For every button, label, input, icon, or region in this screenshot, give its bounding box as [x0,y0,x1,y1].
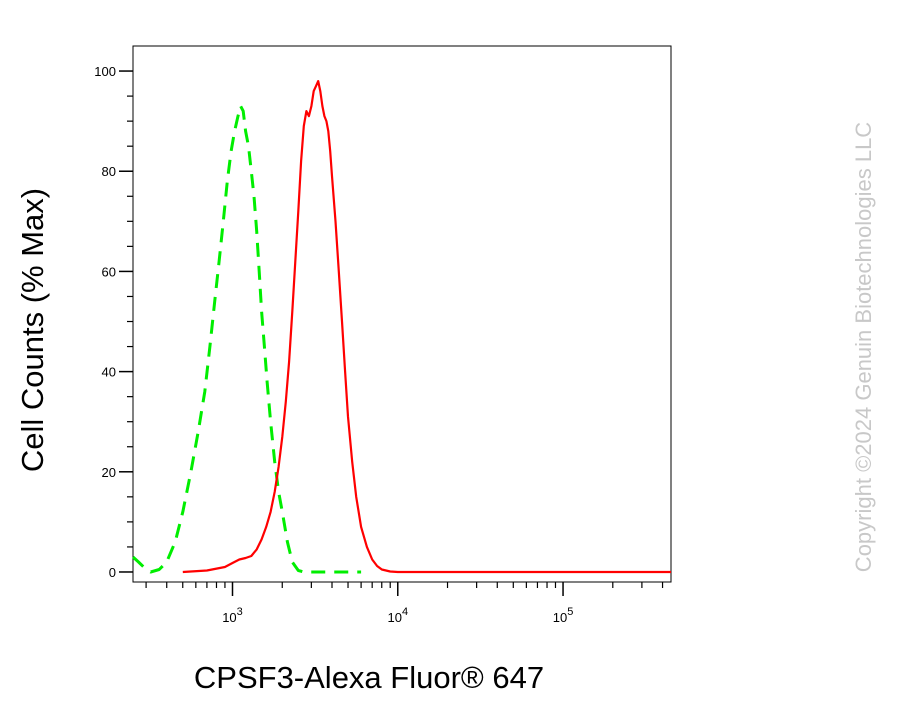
x-tick-label: 105 [553,606,574,625]
x-tick-label: 104 [387,606,408,625]
axes-layer: 0 20 40 60 80 100 103 104 105 [94,64,664,625]
series-layer [131,80,671,574]
series-line-red-solid [182,80,671,574]
y-tick-label: 40 [102,365,116,380]
plot-frame [132,45,672,583]
series-line-green-dashed [131,104,362,574]
y-tick-label: 20 [102,465,116,480]
y-tick-label: 60 [102,264,116,279]
x-axis-title: CPSF3-Alexa Fluor® 647 [194,660,544,695]
y-tick-label: 80 [102,164,116,179]
y-axis-title: Cell Counts (% Max) [15,188,50,472]
x-tick-label: 103 [222,606,243,625]
y-tick-label: 100 [94,64,116,79]
copyright-watermark: Copyright ©2024 Genuin Biotechnologies L… [851,122,876,573]
y-tick-label: 0 [109,565,116,580]
